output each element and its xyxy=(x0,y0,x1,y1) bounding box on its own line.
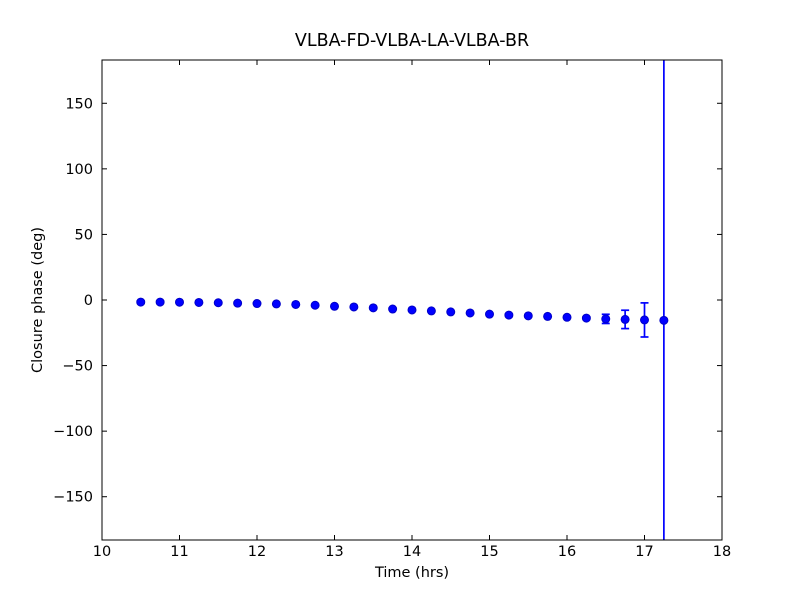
data-point xyxy=(562,312,572,322)
x-tick-label: 16 xyxy=(558,544,576,560)
x-tick-label: 11 xyxy=(170,544,188,560)
data-point xyxy=(136,297,146,307)
chart-title: VLBA-FD-VLBA-LA-VLBA-BR xyxy=(295,31,529,51)
data-point xyxy=(426,306,436,316)
axis-ticks: 10 11 12 13 14 15 16 17 18 −150 −100 −50 0 50 100 150 xyxy=(53,60,731,560)
data-point xyxy=(330,301,339,311)
data-point xyxy=(213,298,223,308)
data-point xyxy=(581,313,591,323)
data-point xyxy=(233,298,243,308)
data-point xyxy=(271,299,281,309)
data-point xyxy=(407,305,417,315)
x-tick-label: 10 xyxy=(93,544,111,560)
x-tick-label: 14 xyxy=(403,544,421,560)
data-point xyxy=(523,311,533,321)
y-tick-label: 50 xyxy=(75,227,93,243)
data-point xyxy=(640,315,649,325)
x-tick-label: 13 xyxy=(325,544,343,560)
y-tick-label: −150 xyxy=(53,490,93,506)
axes-frame xyxy=(101,59,723,541)
data-point xyxy=(543,311,553,321)
data-point xyxy=(368,303,378,313)
data-point xyxy=(485,309,494,319)
data-point xyxy=(155,297,165,307)
x-tick-label: 18 xyxy=(713,544,731,560)
y-axis-label: Closure phase (deg) xyxy=(30,227,46,373)
data-point xyxy=(194,297,204,307)
y-tick-label: 100 xyxy=(65,162,93,178)
data-point xyxy=(504,310,514,320)
data-point xyxy=(620,314,630,324)
x-tick-label: 17 xyxy=(635,544,653,560)
data-point xyxy=(659,315,669,325)
x-tick-label: 15 xyxy=(480,544,498,560)
x-tick-label: 12 xyxy=(248,544,266,560)
y-tick-label: −100 xyxy=(53,424,93,440)
x-axis-label: Time (hrs) xyxy=(374,565,449,581)
data-point xyxy=(310,300,320,310)
data-point xyxy=(446,307,456,317)
data-point xyxy=(601,314,611,324)
y-tick-label: 150 xyxy=(65,96,93,112)
data-layer xyxy=(136,59,669,541)
data-point xyxy=(252,299,262,309)
data-point xyxy=(175,297,184,307)
data-point xyxy=(465,308,475,318)
data-point xyxy=(388,304,398,314)
data-point xyxy=(291,299,301,309)
y-tick-label: 0 xyxy=(84,293,93,309)
y-tick-label: −50 xyxy=(62,359,93,375)
plot-area xyxy=(102,60,722,540)
data-point xyxy=(349,302,359,312)
